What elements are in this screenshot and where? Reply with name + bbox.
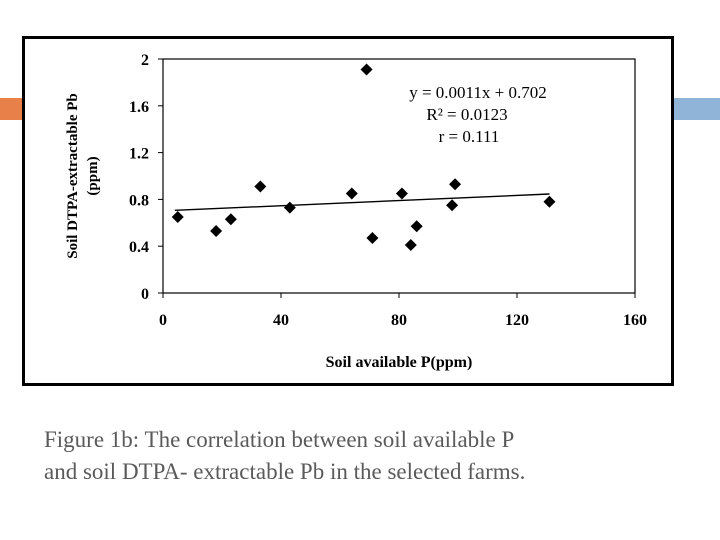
scatter-chart: 0 0.4 0.8 1.2 1.6 2 0 40 80 120 160 y = 0.0011x +… [65, 52, 647, 371]
y-axis-label-group: Soil DTPA-extractable Pb (ppm) [65, 93, 101, 259]
equation-label: y = 0.0011x + 0.702 [409, 83, 547, 102]
x-axis-label: Soil available P(ppm) [326, 354, 473, 371]
y-tick-label: 1.2 [129, 146, 149, 163]
x-tick-label: 40 [273, 312, 289, 329]
annotation-box: y = 0.0011x + 0.702 R² = 0.0123 r = 0.11… [409, 83, 547, 146]
chart-frame: 0 0.4 0.8 1.2 1.6 2 0 40 80 120 160 y = 0.0011x +… [22, 36, 674, 386]
r-label: r = 0.111 [439, 127, 500, 146]
data-points [171, 63, 556, 252]
y-tick-label: 0.4 [129, 239, 149, 256]
data-point-diamond [410, 220, 423, 233]
data-point-diamond [446, 199, 459, 212]
accent-bar-left [0, 98, 26, 120]
x-tick-label: 80 [391, 312, 407, 329]
caption-line-2: and soil DTPA- extractable Pb in the sel… [44, 459, 526, 484]
y-tick-label: 0 [141, 286, 149, 303]
y-axis-label-line1: Soil DTPA-extractable Pb [65, 93, 81, 259]
trendline [174, 193, 550, 212]
figure-caption: Figure 1b: The correlation between soil … [44, 424, 704, 488]
accent-bar-right [674, 98, 720, 120]
data-point-diamond [210, 224, 223, 237]
data-point-diamond [366, 232, 379, 245]
data-point-diamond [404, 239, 417, 252]
y-tick-label: 2 [141, 52, 149, 69]
y-tick-label: 0.8 [129, 192, 149, 209]
x-tick-label: 120 [505, 312, 529, 329]
r-squared-label: R² = 0.0123 [426, 105, 507, 124]
data-point-diamond [254, 180, 267, 193]
data-point-diamond [283, 201, 296, 214]
data-point-diamond [224, 213, 237, 226]
plot-area [162, 58, 636, 294]
y-tick-label: 1.6 [129, 99, 149, 116]
y-axis-label-line2: (ppm) [85, 156, 101, 195]
x-axis-ticks: 0 40 80 120 160 [159, 293, 647, 329]
data-point-diamond [345, 187, 358, 200]
data-point-diamond [360, 63, 373, 76]
data-point-diamond [449, 178, 462, 191]
data-point-diamond [543, 195, 556, 208]
caption-line-1: Figure 1b: The correlation between soil … [44, 427, 515, 452]
y-axis-ticks: 0 0.4 0.8 1.2 1.6 2 [129, 52, 163, 303]
x-tick-label: 0 [159, 312, 167, 329]
x-tick-label: 160 [623, 312, 647, 329]
data-point-diamond [395, 187, 408, 200]
data-point-diamond [171, 210, 184, 223]
